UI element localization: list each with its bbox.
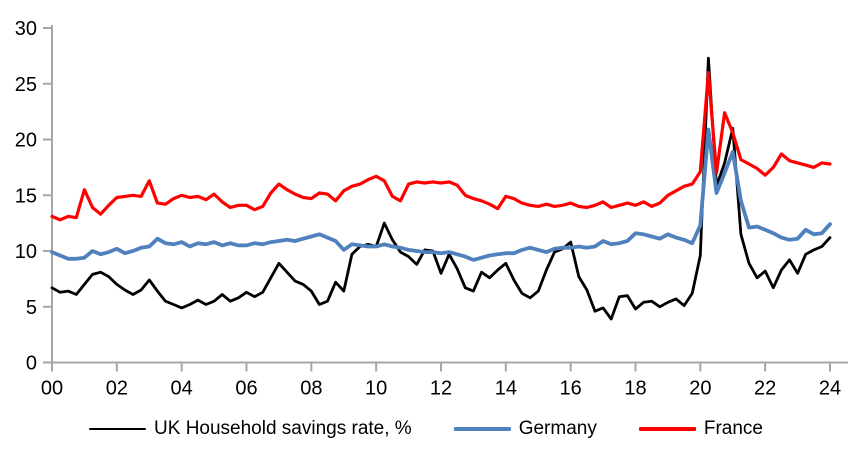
- x-axis-tick-label: 16: [560, 378, 582, 400]
- x-axis-tick-label: 22: [754, 378, 776, 400]
- y-axis-tick-label: 25: [15, 74, 37, 96]
- germany-line-swatch-icon: [453, 427, 511, 431]
- x-axis-tick-label: 24: [819, 378, 841, 400]
- y-axis-tick-label: 0: [26, 353, 37, 375]
- x-axis-tick-label: 12: [430, 378, 452, 400]
- y-axis-tick-label: 10: [15, 241, 37, 263]
- x-axis-tick-label: 04: [171, 378, 193, 400]
- legend-item-germany: Germany: [453, 418, 597, 440]
- legend-item-uk: UK Household savings rate, %: [89, 418, 412, 440]
- legend-item-france: France: [638, 418, 763, 440]
- france-line-swatch-icon: [638, 427, 696, 431]
- x-axis-tick-label: 14: [495, 378, 517, 400]
- legend-label-uk: UK Household savings rate, %: [154, 418, 412, 439]
- y-axis-tick-label: 30: [15, 18, 37, 40]
- chart-canvas: 0 5 10 15 20 25 30 00 02 04 06 08 10 12 14 16 18 20 22 24: [15, 18, 848, 400]
- legend-label-germany: Germany: [518, 418, 597, 439]
- x-axis-tick-label: 10: [365, 378, 387, 400]
- x-axis-tick-label: 02: [106, 378, 128, 400]
- x-axis-tick-label: 20: [689, 378, 711, 400]
- x-axis-tick-label: 08: [300, 378, 322, 400]
- x-axis-tick-label: 00: [41, 378, 63, 400]
- y-axis-tick-label: 15: [15, 185, 37, 207]
- y-axis-tick-label: 5: [26, 297, 37, 319]
- uk-line-swatch-icon: [89, 427, 147, 431]
- y-axis-tick-label: 20: [15, 130, 37, 152]
- chart-legend: UK Household savings rate, % Germany Fra…: [0, 418, 852, 440]
- series-france-line: [50, 70, 832, 222]
- x-axis-tick-label: 06: [235, 378, 257, 400]
- legend-label-france: France: [703, 418, 763, 439]
- series-germany-line: [50, 127, 832, 262]
- x-axis-tick-label: 18: [624, 378, 646, 400]
- series-uk-line: [50, 56, 832, 321]
